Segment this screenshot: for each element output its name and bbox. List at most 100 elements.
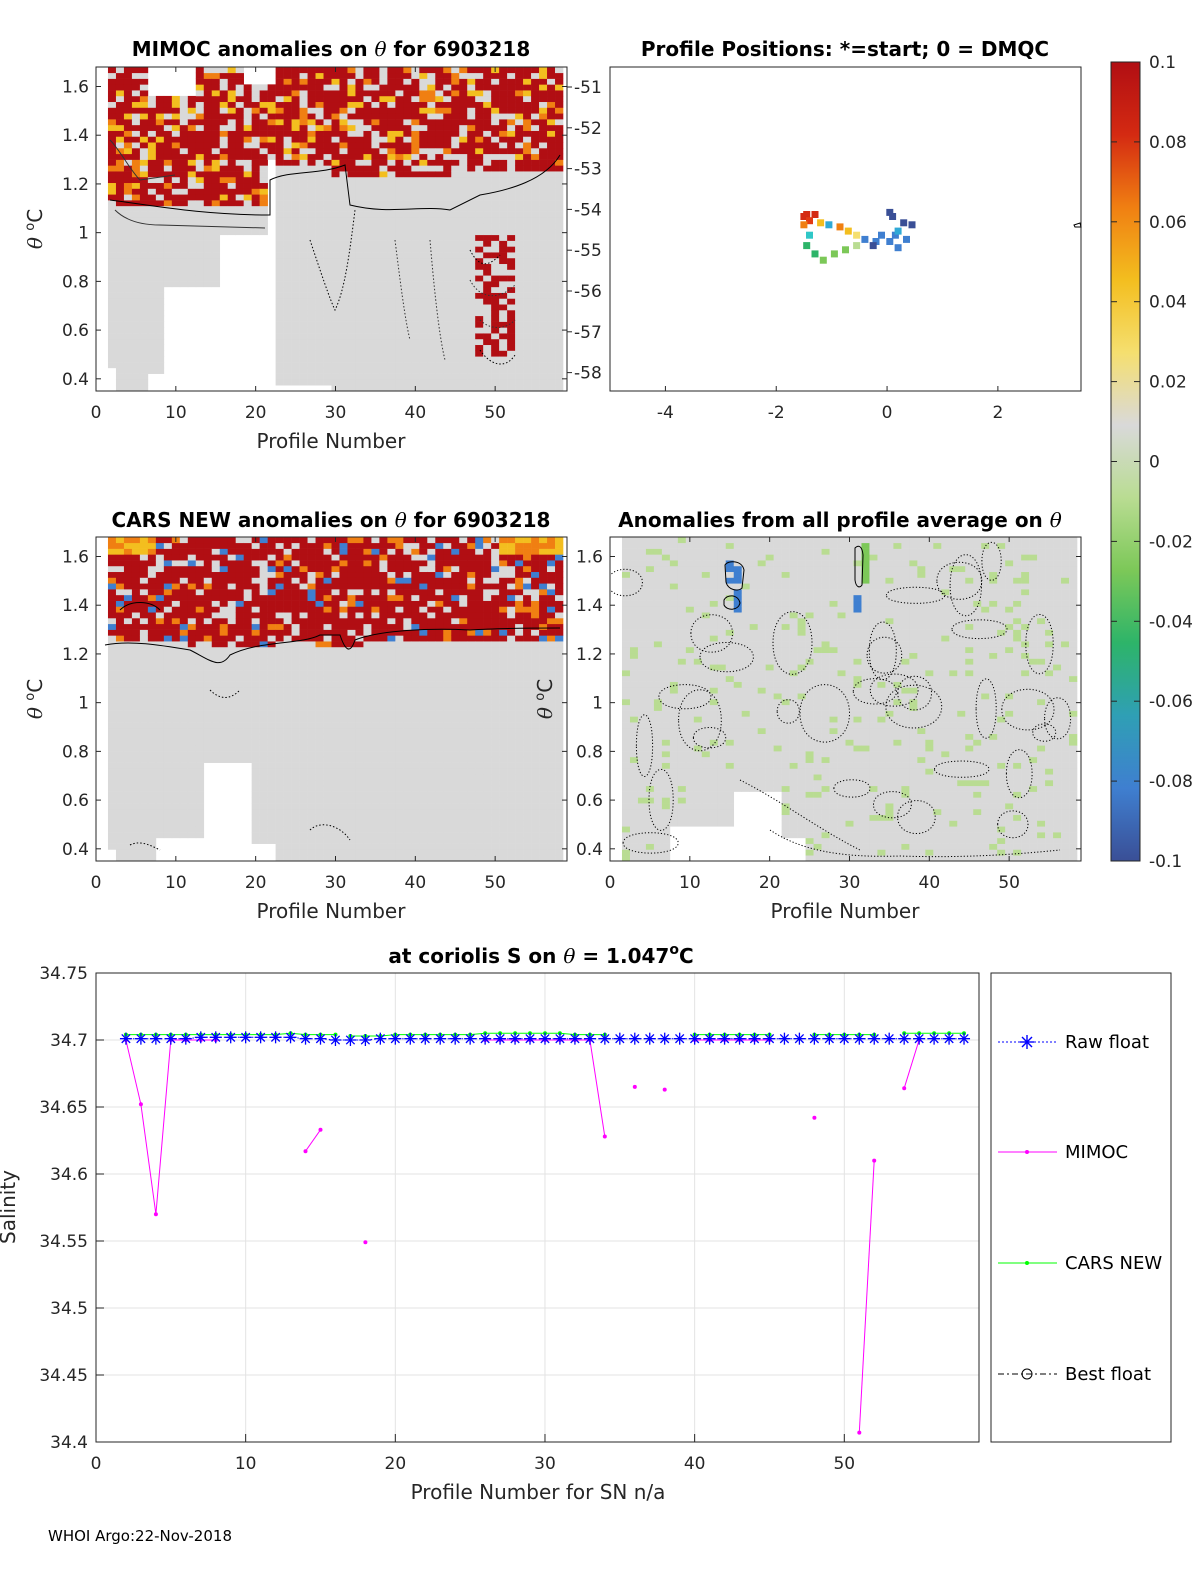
anomaly-cell — [331, 281, 340, 288]
anomaly-cell — [395, 554, 404, 561]
anomaly-cell — [123, 229, 133, 236]
anomaly-cell — [491, 333, 500, 340]
anomaly-cell — [387, 229, 396, 236]
anomaly-cell — [451, 252, 460, 259]
anomaly-cell — [403, 658, 412, 665]
anomaly-cell — [123, 107, 133, 114]
anomaly-cell — [515, 223, 524, 230]
anomaly-cell — [299, 542, 308, 549]
anomaly-cell — [171, 774, 181, 781]
anomaly-cell — [107, 159, 117, 166]
anomaly-cell — [203, 78, 213, 85]
anomaly-cell — [395, 629, 404, 636]
anomaly-cell — [307, 855, 316, 861]
anomaly-cell — [163, 693, 173, 700]
anomaly-cell — [467, 292, 476, 299]
anomaly-cell — [435, 257, 444, 265]
anomaly-cell — [235, 67, 244, 74]
anomaly-cell — [131, 855, 141, 861]
anomaly-cell — [419, 814, 428, 821]
anomaly-cell — [315, 826, 324, 833]
anomaly-cell — [203, 257, 213, 265]
anomaly-cell — [251, 124, 260, 131]
anomaly-cell — [347, 618, 356, 625]
anomaly-cell — [251, 739, 260, 746]
anomaly-cell — [315, 635, 324, 642]
anomaly-cell — [291, 727, 300, 735]
anomaly-cell — [339, 344, 348, 351]
anomaly-cell — [275, 600, 284, 607]
anomaly-cell — [411, 107, 420, 114]
anomaly-cell — [307, 229, 316, 236]
anomaly-cell — [267, 739, 276, 746]
anomaly-cell — [155, 618, 165, 625]
anomaly-cell — [547, 223, 556, 230]
profile-position-point — [872, 238, 880, 245]
anomaly-cell — [283, 808, 292, 816]
anomaly-cell — [163, 537, 173, 544]
anomaly-cell — [323, 124, 332, 131]
anomaly-cell — [499, 240, 508, 247]
mimoc-panel: MIMOC anomalies on θ for 6903218 0 10 20 30… — [23, 37, 602, 453]
anomaly-cell — [387, 252, 396, 259]
anomaly-cell — [315, 188, 324, 195]
anomaly-cell — [251, 670, 260, 677]
anomaly-cell — [235, 90, 244, 97]
anomaly-cell — [531, 385, 540, 391]
anomaly-cell — [163, 188, 173, 195]
anomaly-cell — [403, 855, 412, 861]
anomaly-cell — [291, 583, 300, 590]
anomaly-cell — [355, 263, 364, 270]
anomaly-cell — [171, 560, 181, 567]
anomaly-cell — [355, 814, 364, 821]
anomaly-cell — [363, 176, 372, 184]
anomaly-cell — [123, 646, 133, 654]
anomaly-cell — [555, 171, 564, 178]
anomaly-cell — [275, 837, 284, 844]
anomaly-cell — [339, 95, 348, 103]
anomaly-cell — [179, 658, 189, 665]
anomaly-cell — [331, 292, 340, 299]
anomaly-cell — [379, 606, 388, 613]
anomaly-cell — [339, 808, 348, 816]
anomaly-cell — [443, 188, 452, 195]
anomaly-cell — [371, 675, 380, 682]
anomaly-cell — [459, 269, 468, 276]
anomaly-cell — [435, 223, 444, 230]
anomaly-cell — [219, 537, 229, 544]
anomaly-cell — [331, 745, 340, 752]
anomaly-cell — [387, 304, 396, 311]
anomaly-cell — [147, 176, 157, 184]
anomaly-cell — [323, 234, 332, 241]
anomaly-cell — [171, 200, 181, 207]
anomaly-cell — [147, 710, 157, 717]
anomaly-cell — [307, 194, 316, 201]
anomaly-cell — [451, 211, 460, 218]
anomaly-cell — [403, 136, 412, 143]
anomaly-cell — [379, 762, 388, 769]
anomaly-cell — [435, 356, 444, 363]
anomaly-cell — [315, 699, 324, 706]
anomaly-cell — [275, 745, 284, 752]
anomaly-cell — [251, 107, 260, 114]
anomaly-cell — [115, 670, 125, 677]
anomaly-cell — [195, 252, 205, 259]
anomaly-cell — [355, 594, 364, 601]
anomaly-cell — [299, 153, 308, 160]
anomaly-cell — [283, 646, 292, 654]
anomaly-cell — [379, 211, 388, 218]
anomaly-cell — [219, 716, 229, 723]
anomaly-cell — [115, 101, 125, 108]
anomaly-cell — [395, 200, 404, 207]
anomaly-cell — [211, 205, 221, 212]
anomaly-cell — [235, 699, 244, 706]
anomaly-cell — [107, 182, 117, 189]
anomaly-cell — [395, 95, 404, 103]
anomaly-cell — [147, 745, 157, 752]
anomaly-cell — [555, 90, 564, 97]
anomaly-cell — [347, 200, 356, 207]
anomaly-cell — [139, 321, 149, 328]
anomaly-cell — [339, 693, 348, 700]
anomaly-cell — [107, 315, 117, 322]
anomaly-cell — [259, 548, 268, 555]
